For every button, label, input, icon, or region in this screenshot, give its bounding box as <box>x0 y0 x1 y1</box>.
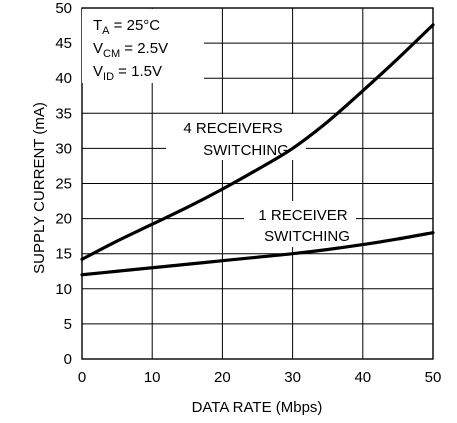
y-tick-label: 15 <box>55 246 72 263</box>
series-line-4-receivers <box>80 23 435 261</box>
y-tick-label: 45 <box>55 35 72 52</box>
x-tick-label: 30 <box>284 369 301 386</box>
series-label-4-receivers-line2: SWITCHING <box>203 142 289 159</box>
y-tick-label: 35 <box>55 105 72 122</box>
series-line-1-receiver <box>80 231 435 277</box>
x-axis-title: DATA RATE (Mbps) <box>192 399 323 416</box>
condition-line: VCM = 2.5V <box>93 40 168 60</box>
series-label-4-receivers-line1: 4 RECEIVERS <box>183 120 282 137</box>
y-tick-label: 20 <box>55 211 72 228</box>
series-label-bg-4-receivers <box>166 114 306 160</box>
condition-line: VID = 1.5V <box>93 63 162 83</box>
x-tick-label: 50 <box>425 369 442 386</box>
x-tick-label: 40 <box>354 369 371 386</box>
y-tick-label: 40 <box>55 70 72 87</box>
y-tick-label: 50 <box>55 0 72 17</box>
plot-frame <box>81 7 434 360</box>
conditions-text: TA = 25°C VCM = 2.5V VID = 1.5V <box>93 17 168 83</box>
condition-line: TA = 25°C <box>93 17 160 37</box>
y-tick-labels: 0 5 10 15 20 25 30 35 40 45 50 <box>55 0 72 368</box>
series-label-bg-1-receiver <box>244 201 356 247</box>
y-tick-label: 5 <box>64 316 72 333</box>
y-tick-label: 0 <box>64 351 72 368</box>
x-tick-label: 20 <box>214 369 231 386</box>
y-axis-title: SUPPLY CURRENT (mA) <box>31 102 48 274</box>
x-tick-label: 0 <box>78 369 86 386</box>
y-tick-label: 30 <box>55 140 72 157</box>
y-tick-label: 10 <box>55 281 72 298</box>
series-lines <box>80 23 435 277</box>
series-label-1-receiver-line2: SWITCHING <box>264 228 350 245</box>
x-tick-labels: 0 10 20 30 40 50 <box>78 369 442 386</box>
conditions-box <box>82 9 204 83</box>
x-tick-label: 10 <box>144 369 161 386</box>
series-label-1-receiver-line1: 1 RECEIVER <box>258 207 347 224</box>
y-tick-label: 25 <box>55 176 72 193</box>
